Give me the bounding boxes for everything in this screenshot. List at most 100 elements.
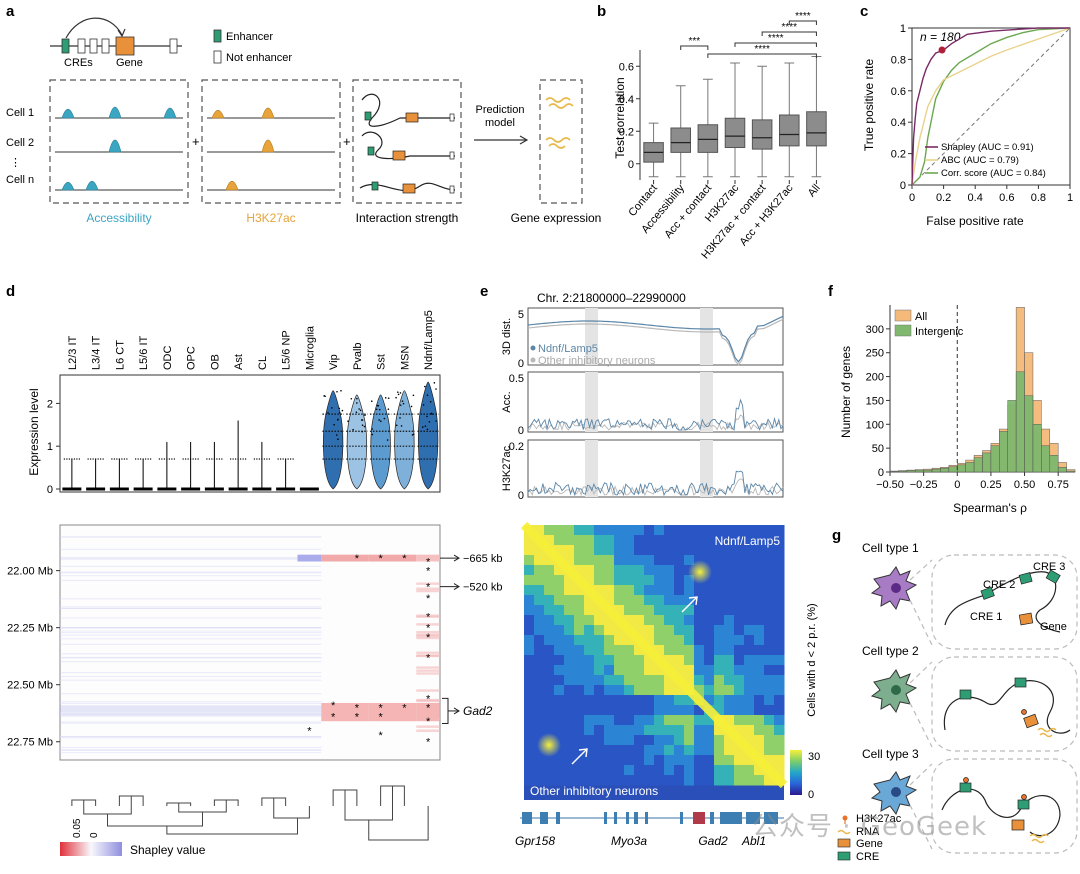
- violin-point: [361, 431, 363, 433]
- map-cell: [634, 745, 645, 756]
- heatmap-cell: [416, 672, 440, 674]
- c-ylabel: True positive rate: [862, 59, 876, 152]
- map-cell: [664, 575, 675, 586]
- significance-star: *: [378, 730, 383, 742]
- map-cell: [574, 535, 585, 546]
- map-cell: [694, 745, 705, 756]
- h3k27ac-title: H3K27ac: [246, 211, 295, 225]
- map-cell: [744, 695, 755, 706]
- cre-3-label: CRE 3: [1033, 561, 1065, 573]
- map-cell: [674, 695, 685, 706]
- map-cell: [714, 755, 725, 766]
- map-cell: [714, 645, 725, 656]
- map-cell: [574, 605, 585, 616]
- heatmap-band-faint: [60, 572, 321, 573]
- gene-label: Gad2: [463, 704, 493, 718]
- map-cell: [714, 585, 725, 596]
- interaction-cartoons: [360, 94, 455, 193]
- violin-point: [380, 420, 382, 422]
- map-cell: [614, 575, 625, 586]
- violin-point: [150, 458, 151, 459]
- heatmap-band-faint: [60, 661, 321, 662]
- map-cell: [614, 675, 625, 686]
- map-cell: [574, 665, 585, 676]
- f-legend-label: All: [915, 311, 927, 323]
- map-cell: [614, 585, 625, 596]
- map-cell: [664, 555, 675, 566]
- map-cell: [634, 595, 645, 606]
- map-cell: [534, 725, 545, 736]
- panel-f-label: f: [828, 283, 834, 300]
- map-cell: [764, 555, 775, 566]
- annotation-label: −665 kb: [463, 553, 502, 565]
- cre-2-label: CRE 2: [983, 579, 1015, 591]
- violin-point: [339, 408, 341, 410]
- map-cell: [574, 685, 585, 696]
- significance-star: *: [426, 737, 431, 749]
- violin-point: [429, 421, 431, 423]
- significance-star: *: [426, 593, 431, 605]
- map-cell: [754, 775, 765, 786]
- map-cell: [624, 725, 635, 736]
- map-cell: [654, 685, 665, 696]
- box: [671, 128, 691, 152]
- cres-label: CREs: [64, 57, 93, 69]
- violin-point: [97, 458, 98, 459]
- map-cell: [714, 735, 725, 746]
- heatmap-band-faint: [60, 752, 321, 753]
- gene-label: Gene: [116, 57, 143, 69]
- heatmap-cell: [321, 555, 345, 562]
- map-cell: [704, 645, 715, 656]
- cell-type-label: L2/3 IT: [67, 335, 79, 370]
- violin-point: [364, 414, 366, 416]
- map-cell: [754, 575, 765, 586]
- b-ylabel: Test correlation: [613, 77, 627, 158]
- map-cell: [664, 635, 675, 646]
- violin-point: [214, 458, 215, 459]
- histogram-bar: [999, 431, 1007, 472]
- violin-point: [119, 458, 120, 459]
- map-cell: [614, 565, 625, 576]
- map-cell: [764, 575, 775, 586]
- f-xtick-label: 0.50: [1014, 479, 1035, 491]
- map-cell: [594, 675, 605, 686]
- map-cell: [714, 605, 725, 616]
- map-cell: [764, 625, 775, 636]
- violin-point: [79, 458, 80, 459]
- heatmap-ytick-label: 22.00 Mb: [7, 566, 53, 578]
- gene-locus-diagram: CREs Gene: [50, 18, 182, 69]
- violin-point: [266, 458, 267, 459]
- accessibility-title: Accessibility: [86, 211, 151, 225]
- violin-point: [402, 400, 404, 402]
- map-cell: [684, 745, 695, 756]
- map-cell: [704, 685, 715, 696]
- map-cell: [584, 635, 595, 646]
- map-cell: [764, 645, 775, 656]
- significance-star: *: [402, 553, 407, 565]
- map-cell: [654, 765, 665, 776]
- map-cell: [534, 595, 545, 606]
- map-cell: [774, 605, 785, 616]
- map-cell: [604, 675, 615, 686]
- map-cell: [644, 675, 655, 686]
- map-cell: [614, 685, 625, 696]
- c-xtick-label: 1: [1067, 192, 1073, 204]
- violin-point: [237, 458, 238, 459]
- map-cell: [634, 735, 645, 746]
- map-cell: [714, 595, 725, 606]
- cell-type-label: OPC: [186, 346, 198, 370]
- map-cell: [584, 705, 595, 716]
- b-ytick-label: 0.4: [619, 94, 634, 106]
- map-cell: [724, 775, 735, 786]
- significance-star: *: [355, 553, 360, 565]
- map-cell: [604, 525, 615, 536]
- map-cell: [684, 545, 695, 556]
- violin-point: [426, 416, 428, 418]
- map-cell: [684, 585, 695, 596]
- f-legend-swatch: [895, 325, 911, 336]
- map-cell: [764, 615, 775, 626]
- heatmap-band-faint: [60, 676, 321, 677]
- map-cell: [684, 665, 695, 676]
